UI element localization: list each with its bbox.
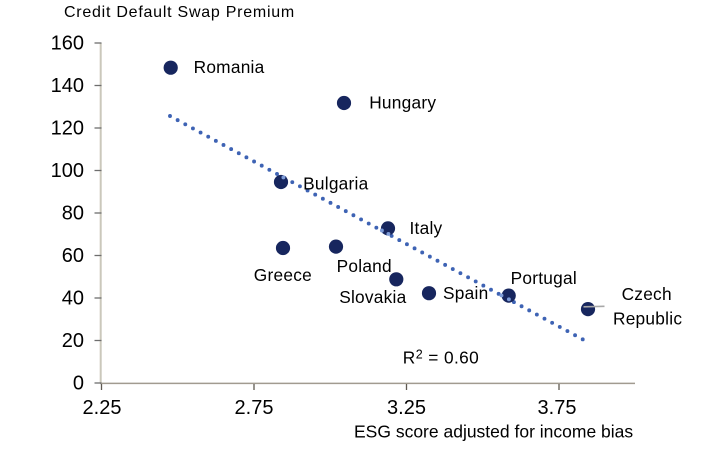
svg-text:40: 40 (62, 288, 84, 310)
svg-text:Bulgaria: Bulgaria (303, 174, 369, 194)
svg-text:Italy: Italy (410, 218, 443, 238)
svg-text:100: 100 (51, 160, 84, 182)
svg-text:Republic: Republic (613, 308, 682, 328)
svg-text:Spain: Spain (443, 283, 488, 303)
svg-text:20: 20 (62, 330, 84, 352)
svg-text:Hungary: Hungary (369, 93, 436, 113)
svg-text:ESG score adjusted for income: ESG score adjusted for income bias (354, 422, 633, 442)
svg-text:60: 60 (62, 245, 84, 267)
svg-text:Slovakia: Slovakia (339, 287, 406, 307)
svg-text:Czech: Czech (622, 284, 672, 304)
svg-text:80: 80 (62, 203, 84, 225)
svg-text:2.25: 2.25 (83, 397, 122, 419)
svg-text:R2 = 0.60: R2 = 0.60 (403, 348, 479, 368)
svg-text:Portugal: Portugal (511, 268, 577, 288)
svg-text:3.25: 3.25 (387, 397, 426, 419)
svg-text:Greece: Greece (254, 265, 312, 285)
svg-text:Romania: Romania (194, 57, 265, 77)
svg-text:140: 140 (51, 75, 84, 97)
svg-text:2.75: 2.75 (235, 397, 274, 419)
svg-text:0: 0 (73, 373, 84, 395)
svg-text:Credit Default Swap Premium: Credit Default Swap Premium (64, 4, 295, 21)
svg-text:120: 120 (51, 118, 84, 140)
svg-text:160: 160 (51, 33, 84, 55)
svg-text:3.75: 3.75 (538, 397, 577, 419)
svg-text:Poland: Poland (337, 256, 392, 276)
